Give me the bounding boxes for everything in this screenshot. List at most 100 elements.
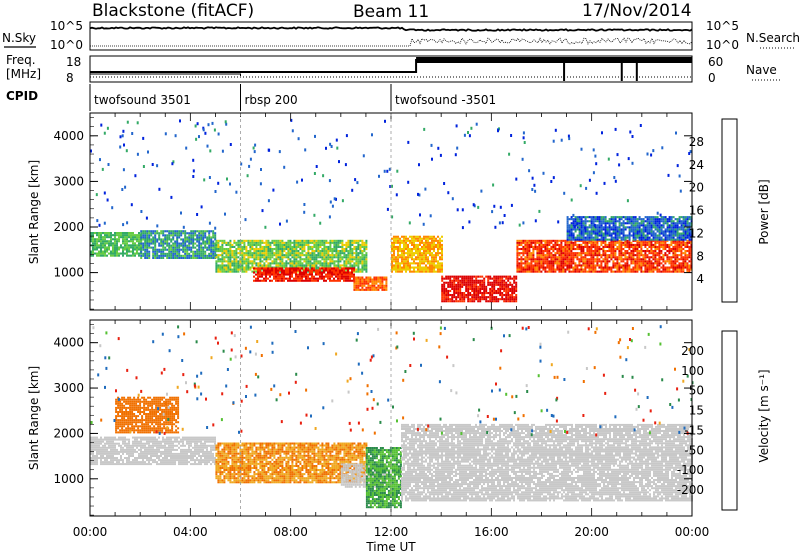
power-cell-894 xyxy=(241,254,244,257)
power-cell-429 xyxy=(168,238,171,241)
power-cell-3894 xyxy=(650,268,653,271)
power-cell-3507 xyxy=(590,239,593,242)
power-cell-3794 xyxy=(634,239,637,242)
power-cell-1335 xyxy=(305,254,308,257)
power-cell-160 xyxy=(122,250,124,253)
power-cell-945 xyxy=(249,256,252,259)
power-cell-1264 xyxy=(295,256,298,259)
power-cell-3292 xyxy=(560,252,563,255)
power-cell-4284 xyxy=(586,226,589,229)
power-cell-1993 xyxy=(333,269,335,272)
power-cell-1945 xyxy=(317,273,319,276)
power-cell-1347 xyxy=(307,254,310,257)
power-cell-546 xyxy=(188,246,191,249)
power-cell-4055 xyxy=(674,254,677,257)
power-cell-1533 xyxy=(333,243,336,246)
power-cell-1217 xyxy=(289,264,292,267)
power-cell-2842 xyxy=(491,277,494,280)
power-cell-1316 xyxy=(303,266,306,269)
power-cell-2085 xyxy=(361,288,364,291)
power-cell-1704 xyxy=(359,256,362,259)
power-cell-477 xyxy=(176,244,179,247)
power-cell-3344 xyxy=(568,268,571,271)
power-cell-718 xyxy=(215,254,218,257)
power-cell-2008 xyxy=(339,279,341,282)
power-cell-4191 xyxy=(568,218,571,221)
power-cell-3187 xyxy=(546,264,549,267)
power-cell-4500 xyxy=(628,220,631,223)
power-cell-4787 xyxy=(682,222,685,225)
power-cell-3534 xyxy=(594,243,597,246)
power-cell-4728 xyxy=(672,238,675,241)
power-cell-315 xyxy=(148,246,151,249)
power-cell-949 xyxy=(249,248,252,251)
power-cell-4159 xyxy=(690,262,693,265)
power-cell-1489 xyxy=(327,256,330,259)
power-cell-2328 xyxy=(411,239,413,242)
power-cell-2432 xyxy=(425,248,427,251)
power-cell-3949 xyxy=(658,264,661,267)
power-cell-1727 xyxy=(363,266,366,269)
power-cell-459 xyxy=(174,256,177,259)
power-cell-979 xyxy=(253,241,256,244)
power-cell-4073 xyxy=(676,245,679,248)
power-cell-1535 xyxy=(333,239,336,242)
power-cell-3633 xyxy=(610,243,613,246)
power-cell-4218 xyxy=(574,222,577,225)
power-cell-3998 xyxy=(666,270,669,273)
power-cell-378 xyxy=(160,252,163,255)
power-cell-2105 xyxy=(367,284,370,287)
power-cell-2078 xyxy=(357,276,360,279)
power-cell-1619 xyxy=(347,262,350,265)
power-cell-2423 xyxy=(425,268,427,271)
power-cell-3305 xyxy=(562,258,565,261)
power-cell-2890 xyxy=(501,287,504,290)
power-cell-3399 xyxy=(576,270,579,273)
power-cell-4569 xyxy=(642,234,645,237)
power-cell-680 xyxy=(210,244,213,247)
power-cell-2339 xyxy=(413,248,415,251)
power-cell-3231 xyxy=(552,264,555,267)
power-cell-482 xyxy=(176,234,179,237)
power-cell-220 xyxy=(132,232,134,235)
power-cell-860 xyxy=(237,268,240,271)
power-cell-3530 xyxy=(594,252,597,255)
power-cell-1981 xyxy=(329,269,331,272)
power-cell-1518 xyxy=(331,250,334,253)
power-cell-3139 xyxy=(538,245,541,248)
power-cell-3648 xyxy=(612,241,615,244)
power-cell-2540 xyxy=(439,245,441,248)
power-cell-1755 xyxy=(253,275,255,278)
power-cell-1764 xyxy=(257,275,259,278)
power-cell-309 xyxy=(146,232,149,235)
power-cell-2720 xyxy=(469,285,472,288)
power-cell-3009 xyxy=(520,252,523,255)
power-cell-4422 xyxy=(612,220,615,223)
power-cell-3660 xyxy=(614,243,617,246)
power-cell-1735 xyxy=(363,248,366,251)
power-cell-2748 xyxy=(473,279,476,282)
power-cell-3236 xyxy=(552,254,555,257)
power-cell-630 xyxy=(202,250,205,253)
power-cell-3304 xyxy=(562,260,565,263)
power-cell-272 xyxy=(142,254,145,257)
power-cell-1549 xyxy=(335,239,338,242)
power-cell-1553 xyxy=(337,264,340,267)
power-cell-2707 xyxy=(467,289,470,292)
power-cell-3748 xyxy=(628,256,631,259)
power-cell-3506 xyxy=(590,241,593,244)
power-cell-4699 xyxy=(666,228,669,231)
power-cell-830 xyxy=(231,243,234,246)
power-cell-4462 xyxy=(620,224,623,227)
power-cell-1167 xyxy=(281,258,284,261)
power-cell-4426 xyxy=(614,236,617,239)
power-cell-296 xyxy=(144,230,147,233)
power-cell-391 xyxy=(162,248,165,251)
power-cell-3610 xyxy=(606,250,609,253)
power-cell-1534 xyxy=(333,241,336,244)
power-cell-4616 xyxy=(650,224,653,227)
power-cell-2834 xyxy=(491,296,494,299)
power-cell-4414 xyxy=(612,238,615,241)
power-cell-4038 xyxy=(672,260,675,263)
power-cell-3379 xyxy=(572,258,575,261)
